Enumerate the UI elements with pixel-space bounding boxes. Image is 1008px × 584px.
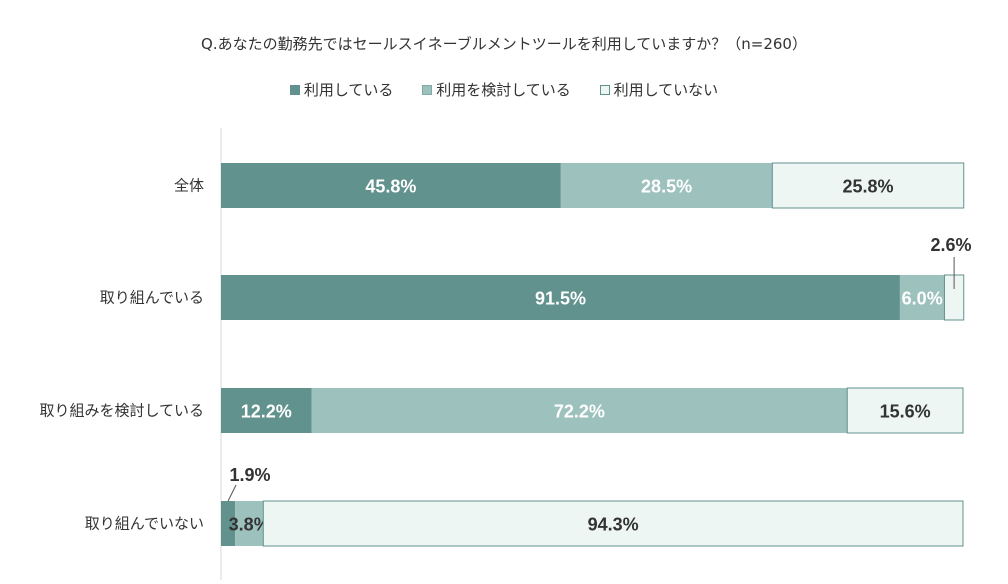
- bar-segment: [221, 501, 236, 546]
- data-label: 28.5%: [641, 177, 692, 197]
- category-label: 取り組んでいない: [85, 515, 204, 533]
- legend-swatch-using: [289, 84, 300, 95]
- data-label: 15.6%: [880, 402, 931, 422]
- category-label: 取り組んでいる: [100, 289, 204, 307]
- legend-swatch-not-using: [599, 84, 610, 95]
- data-label: 72.2%: [554, 402, 605, 422]
- data-label: 94.3%: [588, 515, 639, 535]
- bar-segment: [846, 387, 964, 434]
- bar-segment: [221, 388, 312, 433]
- bar-segment: [771, 162, 965, 209]
- legend-label-considering: 利用を検討している: [436, 81, 571, 99]
- legend-label-not-using: 利用していない: [613, 81, 719, 99]
- data-label: 91.5%: [535, 289, 586, 309]
- data-label: 45.8%: [365, 177, 416, 197]
- callout-line: [227, 484, 237, 502]
- chart-title: Q.あなたの勤務先ではセールスイネーブルメントツールを利用していますか？（n=2…: [201, 35, 807, 53]
- data-label: 2.6%: [930, 235, 971, 255]
- data-label: 1.9%: [229, 465, 270, 485]
- legend-item-not-using: 利用していない: [599, 79, 719, 100]
- data-label: 12.2%: [241, 402, 292, 422]
- legend-swatch-considering: [422, 84, 433, 95]
- bar-segment: [262, 500, 964, 547]
- bar-segment: [311, 388, 848, 433]
- bar-segment: [560, 163, 773, 208]
- data-label: 3.8%: [229, 515, 270, 535]
- bar-segment: [235, 501, 264, 546]
- legend-item-considering: 利用を検討している: [422, 79, 571, 100]
- bar-segment: [221, 163, 561, 208]
- data-label: 6.0%: [902, 289, 943, 309]
- bar-segment: [221, 275, 900, 320]
- bar-segment: [899, 275, 945, 320]
- category-label: 取り組みを検討している: [39, 402, 204, 420]
- legend-label-using: 利用している: [303, 81, 394, 99]
- legend: 利用している 利用を検討している 利用していない: [0, 79, 1008, 100]
- legend-item-using: 利用している: [289, 79, 394, 100]
- category-label: 全体: [174, 177, 204, 195]
- data-label: 25.8%: [843, 177, 894, 197]
